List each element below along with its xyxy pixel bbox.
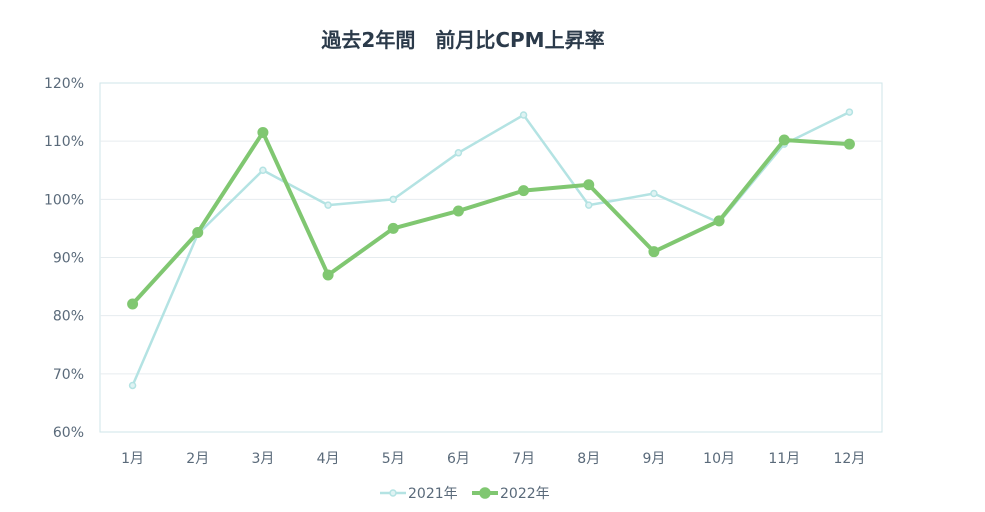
x-tick-label: 7月 [512,451,535,467]
data-point [389,195,397,204]
y-tick-label: 70% [53,367,84,383]
data-point [128,381,137,390]
data-point [518,185,530,197]
x-tick-label: 10月 [703,451,735,467]
data-point [519,111,528,119]
y-tick-label: 60% [53,425,84,441]
x-tick-label: 12月 [834,451,866,467]
data-point [387,222,399,234]
legend-label: 2022年 [500,486,550,502]
y-axis-ticks: 60% 70% 80% 90% 100% 110% 120% [44,76,84,441]
data-point [713,215,725,227]
x-tick-label: 5月 [382,451,405,467]
y-tick-label: 120% [44,76,84,92]
data-point [648,246,660,258]
data-point [324,201,332,209]
series-2022年 [127,126,855,310]
y-tick-label: 100% [44,192,84,208]
series-line [131,110,850,386]
chart-title: 過去2年間 前月比CPM上昇率 [321,28,604,52]
data-point [259,166,267,174]
legend-marker [389,489,397,497]
data-point [454,149,463,157]
gridlines [100,140,882,375]
x-tick-label: 11月 [768,451,800,467]
legend-item[interactable]: 2022年 [472,486,550,502]
y-tick-label: 90% [53,251,84,267]
legend-item[interactable]: 2021年 [380,486,458,502]
series-2021年 [128,108,854,390]
x-tick-label: 8月 [577,451,600,467]
data-point [452,205,464,217]
data-point [585,201,593,209]
data-point [192,226,204,238]
data-point [843,138,855,150]
legend-marker [479,487,491,499]
x-tick-label: 4月 [317,451,340,467]
y-tick-label: 110% [44,134,84,150]
data-point [778,134,790,146]
data-point [257,126,269,138]
x-tick-label: 1月 [121,451,144,467]
series-layer [127,108,855,390]
legend-label: 2021年 [408,486,458,502]
series-line [131,130,850,306]
data-point [322,269,334,281]
x-tick-label: 6月 [447,451,470,467]
data-point [127,298,139,310]
x-tick-label: 9月 [642,451,665,467]
y-tick-label: 80% [53,309,84,325]
legend[interactable]: 2021年 2022年 [380,486,550,502]
data-point [650,189,658,198]
x-tick-label: 3月 [251,451,274,467]
data-point [845,108,854,116]
data-point [583,179,595,191]
x-axis-ticks: 1月 2月 3月 4月 5月 6月 7月 8月 9月 10月 11月 12月 [121,451,865,467]
x-tick-label: 2月 [186,451,209,467]
